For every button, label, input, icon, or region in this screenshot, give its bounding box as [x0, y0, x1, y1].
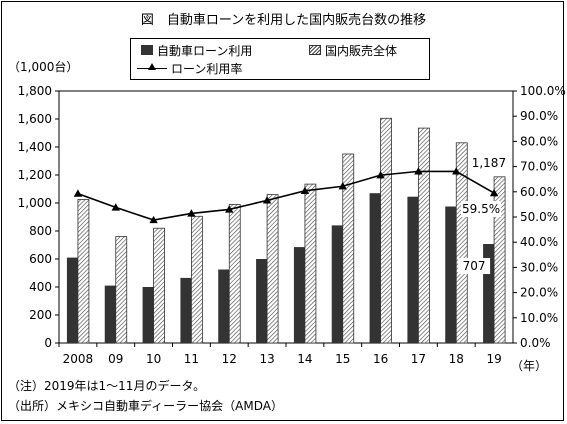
right-axis-tick-label: 0.0% — [520, 336, 551, 350]
left-axis-tick-label: 1,600 — [18, 112, 52, 126]
bar-loan — [331, 225, 343, 343]
legend-label-loan: 自動車ローン利用 — [157, 44, 253, 58]
rate-marker — [452, 167, 461, 175]
x-axis-tick-label: 14 — [297, 352, 312, 366]
bar-loan — [104, 285, 116, 343]
bar-total — [304, 183, 317, 344]
rate-marker — [187, 209, 196, 217]
rate-marker — [489, 188, 499, 197]
bar-loan — [142, 287, 154, 343]
rate-marker — [262, 196, 272, 204]
right-axis-tick-label: 100.0% — [520, 84, 566, 98]
rate-marker — [376, 170, 385, 179]
bar-loan — [483, 244, 495, 343]
x-axis-tick-label: 19 — [486, 352, 501, 366]
right-axis-tick-label: 20.0% — [520, 286, 558, 300]
rate-marker — [111, 203, 120, 211]
right-axis-tick-label: 90.0% — [520, 109, 558, 123]
note-line-1: （注）2019年は1～11月のデータ。 — [8, 379, 206, 393]
left-axis-tick-label: 200 — [29, 308, 52, 322]
right-axis-tick-label: 60.0% — [520, 185, 558, 199]
bar-total — [266, 194, 279, 344]
x-axis-tick-label: 10 — [146, 352, 161, 366]
x-axis-tick-label: 17 — [411, 352, 426, 366]
legend-swatch-loan — [141, 45, 153, 55]
left-axis-tick-label: 1,400 — [18, 140, 52, 154]
bar-total — [418, 127, 430, 344]
x-axis-tick-label: 13 — [259, 352, 274, 366]
rate-marker — [300, 186, 310, 194]
legend-label-rate: ローン利用率 — [171, 62, 243, 76]
legend-swatch-total — [309, 45, 321, 55]
rate-marker — [73, 189, 83, 197]
left-axis-tick-label: 1,000 — [18, 196, 52, 210]
bar-loan — [445, 206, 457, 343]
right-axis-tick-label: 40.0% — [520, 235, 558, 249]
right-axis-tick-label: 80.0% — [520, 134, 558, 148]
annotation-total-2019: 1,187 — [472, 156, 506, 170]
rate-marker — [414, 167, 423, 175]
rate-marker — [225, 205, 234, 213]
left-axis-tick-label: 0 — [44, 336, 52, 350]
left-axis-tick-label: 600 — [29, 252, 52, 266]
annotation-rate-bg — [461, 201, 502, 218]
bar-total — [228, 203, 241, 344]
x-axis-tick-label: 15 — [335, 352, 350, 366]
legend-marker-rate — [148, 63, 156, 70]
bar-total — [455, 142, 468, 344]
left-axis-tick-label: 1,200 — [18, 168, 52, 182]
annotation-rate-2019: 59.5% — [462, 202, 500, 216]
rate-line — [77, 170, 495, 221]
bar-loan — [293, 247, 305, 343]
chart-title: 図 自動車ローンを利用した国内販売台数の推移 — [140, 13, 427, 28]
x-axis-tick-label: 09 — [108, 352, 123, 366]
right-axis-tick-label: 50.0% — [520, 210, 558, 224]
right-axis-tick-label: 30.0% — [520, 260, 558, 274]
x-axis-tick-label: 16 — [373, 352, 388, 366]
bar-loan — [66, 257, 78, 343]
left-axis-tick-label: 400 — [29, 280, 52, 294]
right-axis-tick-label: 70.0% — [520, 160, 558, 174]
note-line-2: （出所）メキシコ自動車ディーラー協会（AMDA） — [8, 399, 283, 413]
bar-total — [191, 215, 203, 344]
bar-total — [380, 117, 392, 344]
annotation-loan-bg — [458, 258, 491, 275]
rate-marker — [149, 215, 158, 224]
x-axis-unit: （年） — [511, 359, 547, 373]
x-axis-tick-label: 11 — [184, 352, 199, 366]
left-axis-unit: （1,000台） — [8, 59, 78, 74]
annotation-loan-2019: 707 — [463, 259, 486, 273]
left-axis-tick-label: 800 — [29, 224, 52, 238]
bar-total — [493, 176, 506, 344]
left-axis-tick-label: 1,800 — [18, 84, 52, 98]
legend: 自動車ローン利用 国内販売全体 ローン利用率 — [130, 38, 430, 80]
bar-loan — [180, 277, 192, 343]
bar-loan — [256, 259, 268, 343]
x-axis-tick-label: 18 — [449, 352, 464, 366]
x-axis-tick-label: 2008 — [63, 352, 94, 366]
rate-marker — [338, 182, 347, 190]
bar-loan — [407, 196, 419, 343]
bar-total — [153, 227, 165, 344]
right-axis-tick-label: 10.0% — [520, 311, 558, 325]
legend-label-total: 国内販売全体 — [325, 44, 398, 58]
bar-total — [115, 236, 128, 344]
bar-total — [342, 153, 355, 344]
x-axis-tick-label: 12 — [222, 352, 237, 366]
bar-total — [77, 199, 90, 344]
bar-loan — [369, 193, 381, 343]
bar-loan — [218, 269, 230, 343]
